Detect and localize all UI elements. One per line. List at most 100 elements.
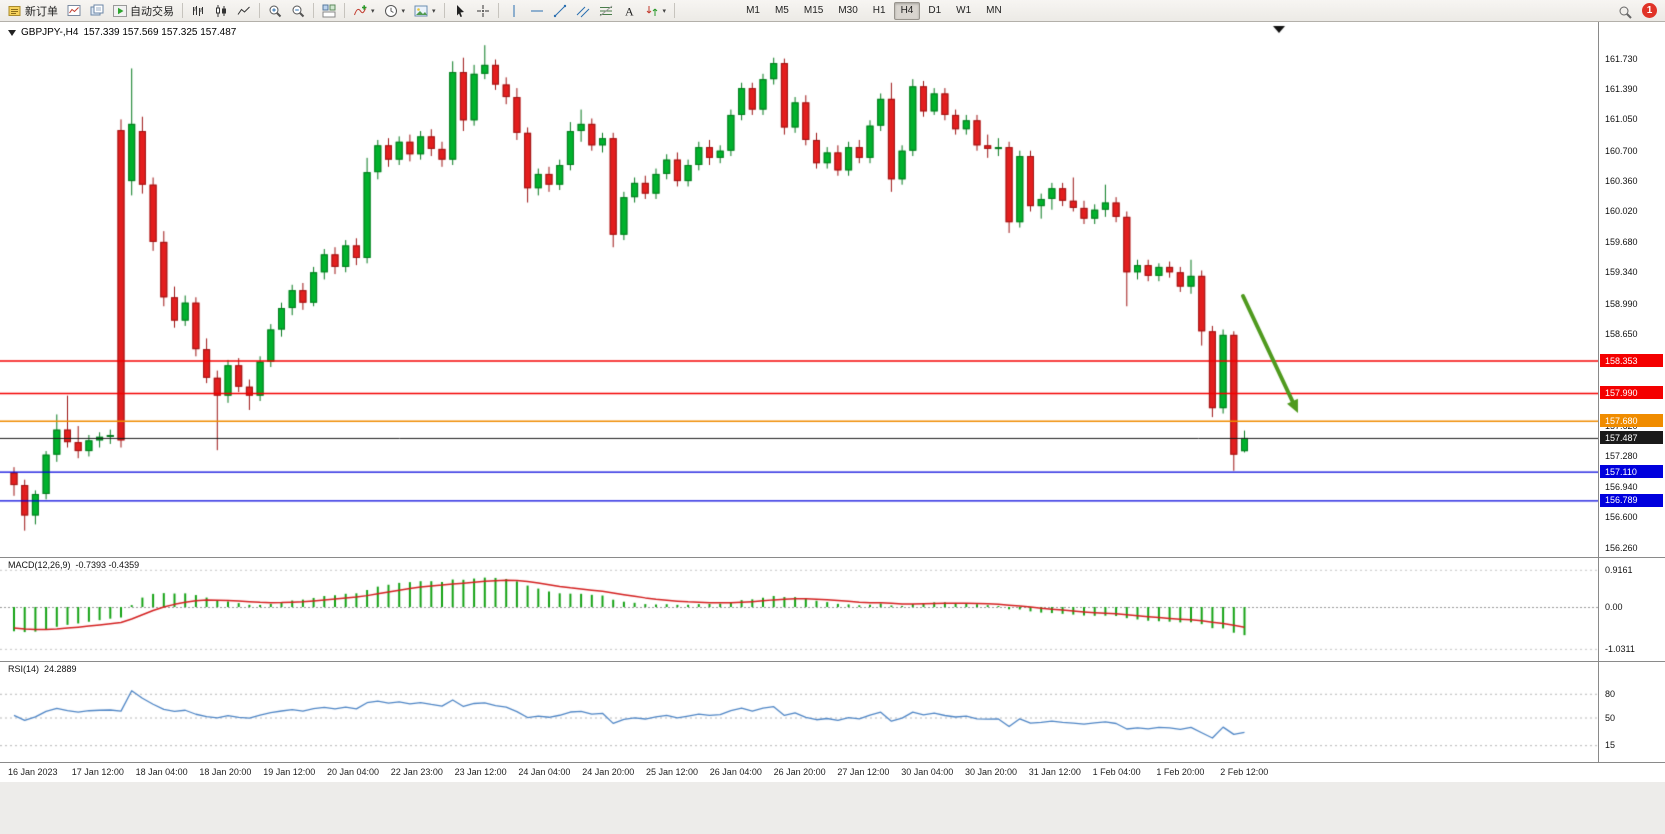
current-price-label[interactable]: 157.487	[1600, 431, 1663, 445]
time-axis-label: 31 Jan 12:00	[1028, 767, 1081, 777]
templates-icon	[414, 4, 428, 18]
one-click-trading-arrow-icon[interactable]	[8, 29, 16, 36]
window-bottom-area	[0, 782, 1665, 834]
time-axis-label: 26 Jan 04:00	[709, 767, 762, 777]
price-axis-label: 160.360	[1605, 176, 1638, 187]
timeframe-button-m15[interactable]: M15	[803, 4, 824, 16]
vertical-line-icon	[507, 4, 521, 18]
indicators-button[interactable]: ▾	[349, 1, 379, 21]
zoom-in-icon	[268, 4, 282, 18]
crosshair-icon	[476, 4, 490, 18]
timeframe-button-m30[interactable]: M30	[838, 4, 858, 16]
toolbar-separator	[674, 3, 676, 18]
price-axis-label: 158.990	[1605, 298, 1638, 309]
channel-button[interactable]	[572, 1, 594, 21]
macd-axis-label: -1.0311	[1605, 643, 1635, 654]
zoom-out-icon	[291, 4, 305, 18]
timeframe-button-m5[interactable]: M5	[774, 4, 789, 16]
search-button[interactable]	[1614, 2, 1637, 22]
line-chart-button[interactable]	[233, 1, 255, 21]
arrows-button[interactable]: ▾	[641, 1, 671, 21]
new-chart-icon	[67, 4, 81, 18]
crosshair-button[interactable]	[472, 1, 494, 21]
price-level-label[interactable]: 157.680	[1600, 414, 1663, 428]
indicators-dropdown-caret-icon: ▾	[371, 7, 375, 15]
time-axis-label: 1 Feb 04:00	[1092, 767, 1141, 777]
channel-icon	[576, 4, 590, 18]
time-axis-label: 26 Jan 20:00	[773, 767, 826, 777]
price-axis-label: 156.940	[1605, 481, 1638, 492]
rsi-axis-label: 15	[1605, 740, 1616, 751]
new-order-button[interactable]: 新订单	[4, 1, 62, 21]
macd-indicator-label: MACD(12,26,9) -0.7393 -0.4359	[8, 560, 139, 570]
price-level-label[interactable]: 157.110	[1600, 465, 1663, 479]
autotrading-button[interactable]: 自动交易	[109, 1, 178, 21]
text-button[interactable]: A	[618, 1, 640, 21]
price-axis-label: 158.650	[1605, 328, 1638, 339]
candlestick-chart-icon	[214, 4, 228, 18]
price-level-label[interactable]: 157.990	[1600, 386, 1663, 400]
price-axis-label: 159.340	[1605, 267, 1638, 278]
time-axis-label: 30 Jan 20:00	[965, 767, 1018, 777]
profiles-button[interactable]	[86, 1, 108, 21]
toolbar-separator	[344, 3, 345, 18]
time-axis-label: 18 Jan 20:00	[199, 767, 252, 777]
macd-axis-label: 0.00	[1605, 602, 1623, 612]
rsi-name: RSI(14)	[8, 664, 40, 674]
macd-axis-label: 0.9161	[1605, 564, 1633, 575]
price-axis-label: 161.730	[1605, 53, 1638, 64]
tile-windows-button[interactable]	[318, 1, 340, 21]
time-axis-label: 24 Jan 20:00	[582, 767, 635, 777]
price-axis-label: 161.390	[1605, 84, 1638, 94]
time-axis[interactable]: 16 Jan 2023 17 Jan 12:00 18 Jan 04:00 18 Ja…	[0, 762, 1665, 782]
toolbar-separator	[443, 3, 445, 18]
panel-separator-rsi[interactable]	[0, 661, 1665, 662]
time-axis-label: 22 Jan 23:00	[390, 767, 443, 777]
bar-chart-button[interactable]	[187, 1, 209, 21]
horizontal-line-button[interactable]	[526, 1, 548, 21]
time-axis-label: 20 Jan 04:00	[327, 767, 380, 777]
periods-dropdown-caret-icon: ▾	[401, 7, 406, 15]
timeframe-button-d1[interactable]: D1	[928, 4, 942, 16]
trendline-icon	[553, 4, 567, 18]
fibonacci-icon	[599, 4, 613, 18]
price-axis-label: 160.700	[1605, 145, 1638, 156]
time-axis-label: 24 Jan 04:00	[518, 767, 571, 777]
time-axis-label: 17 Jan 12:00	[71, 767, 124, 777]
timeframe-button-h1[interactable]: H1	[872, 4, 886, 16]
rsi-axis-label: 50	[1605, 712, 1616, 723]
periods-button[interactable]: ▾	[380, 1, 410, 21]
autotrading-label: 自动交易	[130, 5, 174, 18]
time-axis-label: 16 Jan 2023	[8, 767, 58, 777]
price-axis-label: 160.020	[1605, 206, 1638, 217]
zoom-in-button[interactable]	[264, 1, 286, 21]
price-axis[interactable]: 161.730 161.390 161.050 160.700 160.360 160.0…	[1598, 22, 1665, 762]
templates-button[interactable]: ▾	[410, 1, 440, 21]
candlestick-chart-button[interactable]	[210, 1, 232, 21]
time-axis-label: 18 Jan 04:00	[135, 767, 188, 777]
timeframe-button-m1[interactable]: M1	[746, 4, 760, 16]
new-chart-button[interactable]	[63, 1, 85, 21]
periods-clock-icon	[384, 4, 398, 18]
vertical-line-button[interactable]	[503, 1, 525, 21]
cursor-button[interactable]	[449, 1, 471, 21]
price-axis-label: 159.680	[1605, 236, 1638, 247]
trendline-button[interactable]	[549, 1, 571, 21]
price-level-label[interactable]: 156.789	[1600, 493, 1663, 507]
timeframe-button-h4[interactable]: H4	[893, 1, 921, 20]
price-level-label[interactable]: 158.353	[1600, 354, 1663, 368]
cursor-icon	[453, 4, 467, 18]
notification-badge[interactable]: 1	[1642, 3, 1657, 18]
time-axis-label: 2 Feb 12:00	[1220, 767, 1269, 777]
zoom-out-button[interactable]	[287, 1, 309, 21]
horizontal-line-icon	[530, 4, 544, 18]
panel-separator-macd[interactable]	[0, 557, 1665, 558]
fibonacci-button[interactable]	[595, 1, 617, 21]
chart-ohlc-quote: 157.339 157.569 157.325 157.487	[83, 27, 237, 38]
templates-dropdown-caret-icon: ▾	[432, 7, 436, 15]
rsi-value: 24.2889	[44, 664, 77, 674]
timeframe-button-w1[interactable]: W1	[956, 4, 972, 16]
timeframe-button-mn[interactable]: MN	[986, 4, 1002, 16]
svg-text:A: A	[625, 4, 634, 18]
